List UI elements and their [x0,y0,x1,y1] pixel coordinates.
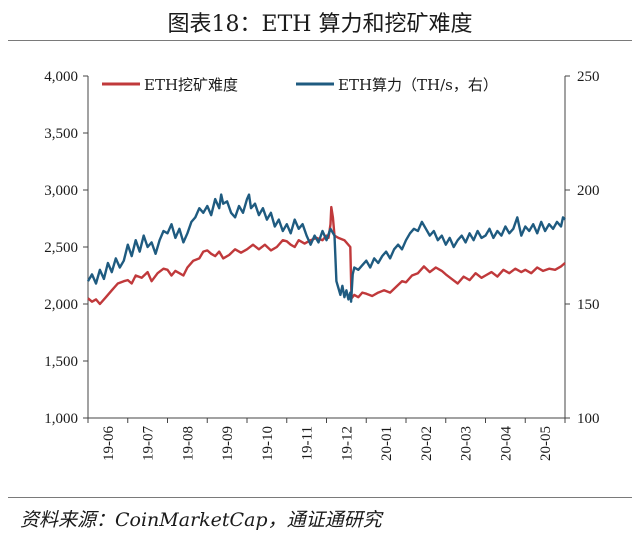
y-left-tick-label: 1,500 [44,354,78,370]
x-tick-label: 19-08 [180,426,196,461]
y-right-tick-label: 200 [577,183,600,199]
y-left-tick-label: 1,000 [44,411,78,427]
source-note: 资料来源：CoinMarketCap，通证通研究 [20,509,382,531]
x-tick-label: 19-11 [300,426,316,460]
source-divider [8,497,632,498]
y-left-tick-label: 3,000 [44,183,78,199]
y-left-tick-label: 2,500 [44,240,78,256]
x-tick-label: 19-10 [260,426,276,461]
x-tick-label: 20-05 [538,426,554,461]
legend: ETH挖矿难度 ETH算力（TH/s，右） [102,76,498,94]
legend-label: ETH挖矿难度 [144,76,238,94]
y-left-tick-label: 2,000 [44,297,78,313]
series-layer [86,193,566,306]
legend-label: ETH算力（TH/s，右） [338,76,498,94]
x-tick-label: 20-04 [498,426,514,461]
y-right-tick-label: 250 [577,69,600,85]
x-tick-label: 19-09 [220,426,236,461]
x-tick-label: 19-06 [101,426,117,461]
x-tick-label: 19-07 [141,426,157,461]
series-line-eth-difficulty [87,205,566,306]
x-tick-label: 19-12 [339,426,355,461]
series-line-eth-hashrate [86,193,566,303]
y-left-tick-label: 3,500 [44,126,78,142]
y-left-tick-label: 4,000 [44,69,78,85]
axes-layer: 1,000 1,500 2,000 2,500 3,000 3,500 4,000 100 15… [44,69,599,461]
chart-title: 图表18：ETH 算力和挖矿难度 [167,12,473,37]
y-right-tick-label: 100 [577,411,600,427]
x-tick-label: 20-03 [459,426,475,461]
title-divider [8,40,632,41]
x-tick-label: 20-01 [379,426,395,461]
x-tick-label: 20-02 [419,426,435,461]
y-right-tick-label: 150 [577,297,600,313]
